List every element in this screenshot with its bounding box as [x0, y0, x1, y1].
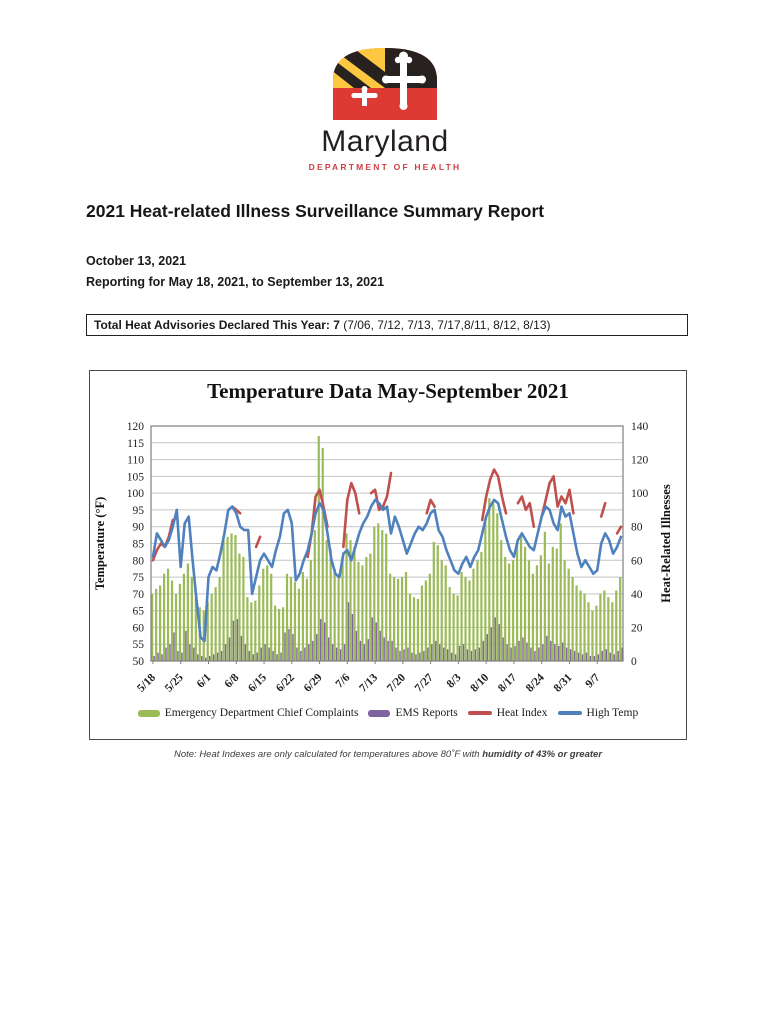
legend-item-heat-index: Heat Index [467, 707, 548, 719]
ed-complaints-swatch-icon [137, 709, 160, 717]
svg-text:7/13: 7/13 [357, 671, 380, 694]
ed-complaints-bars [151, 436, 622, 661]
legend-label-high-temp: High Temp [586, 707, 639, 719]
chart-frame: Temperature Data May-September 2021 50 55… [89, 370, 687, 740]
svg-text:6/22: 6/22 [274, 671, 297, 694]
svg-text:115: 115 [127, 438, 144, 450]
svg-text:6/8: 6/8 [223, 671, 242, 690]
svg-text:65: 65 [133, 606, 145, 618]
right-axis-title: Heat-Related Illnesses [659, 484, 673, 603]
legend-label-heat-index: Heat Index [496, 707, 548, 719]
svg-text:7/6: 7/6 [334, 671, 353, 690]
svg-text:7/27: 7/27 [413, 671, 436, 694]
svg-text:120: 120 [631, 455, 649, 467]
svg-text:85: 85 [133, 539, 145, 551]
svg-text:80: 80 [133, 555, 145, 567]
note-bold: humidity of 43% or greater [482, 749, 603, 760]
svg-text:95: 95 [133, 505, 145, 517]
svg-text:140: 140 [631, 421, 649, 433]
right-axis-tick-labels: 0 20 40 60 80 100 120 140 [631, 421, 649, 668]
high-temp-swatch-icon [557, 711, 582, 715]
svg-text:5/18: 5/18 [135, 671, 158, 694]
note-prefix: Note: Heat Indexes are only calculated f… [173, 749, 483, 760]
svg-text:100: 100 [631, 488, 649, 500]
svg-text:55: 55 [133, 639, 145, 651]
chart-title: Temperature Data May-September 2021 [207, 379, 569, 403]
svg-text:105: 105 [127, 471, 145, 483]
svg-text:75: 75 [133, 572, 145, 584]
left-axis-tick-labels: 50 55 60 65 70 75 80 85 90 95 100 105 110 115 120 [127, 421, 145, 668]
svg-text:70: 70 [133, 589, 145, 601]
heat-advisories-box: Total Heat Advisories Declared This Year… [86, 314, 688, 336]
ems-reports-bars [153, 602, 623, 661]
svg-text:60: 60 [631, 555, 643, 567]
svg-text:110: 110 [127, 455, 144, 467]
heat-index-swatch-icon [467, 711, 492, 715]
chart-svg: 50 55 60 65 70 75 80 85 90 95 100 105 110 115 120 0 20 40… [93, 421, 673, 695]
svg-text:100: 100 [127, 488, 145, 500]
legend-item-high-temp: High Temp [557, 707, 639, 719]
legend-label-ed-complaints: Emergency Department Chief Complaints [164, 707, 359, 719]
maryland-flag-icon [333, 48, 437, 120]
logo-state-name: Maryland [321, 125, 449, 158]
svg-text:5/25: 5/25 [163, 671, 186, 694]
svg-text:20: 20 [631, 622, 643, 634]
x-axis-tick-labels: 5/18 5/25 6/1 6/8 6/15 6/22 6/29 7/6 7/13 7/20 7/2… [135, 661, 602, 695]
svg-text:0: 0 [631, 656, 637, 668]
svg-text:7/20: 7/20 [385, 671, 408, 694]
svg-text:6/29: 6/29 [302, 671, 325, 694]
high-temp-line [151, 498, 623, 643]
advisories-dates: (7/06, 7/12, 7/13, 7/17,8/11, 8/12, 8/13… [339, 318, 551, 332]
svg-text:8/10: 8/10 [468, 671, 491, 694]
svg-text:50: 50 [133, 656, 145, 668]
svg-text:6/15: 6/15 [246, 671, 269, 694]
chart-note: Note: Heat Indexes are only calculated f… [89, 749, 687, 760]
svg-text:9/7: 9/7 [583, 671, 602, 690]
svg-text:8/24: 8/24 [524, 671, 547, 694]
svg-text:120: 120 [127, 421, 145, 433]
chart-legend: Emergency Department Chief Complaints EM… [90, 707, 686, 719]
reporting-period: Reporting for May 18, 2021, to September… [86, 275, 385, 289]
report-date: October 13, 2021 [86, 254, 187, 268]
svg-text:60: 60 [133, 622, 145, 634]
svg-text:8/3: 8/3 [445, 671, 464, 690]
svg-text:90: 90 [133, 522, 145, 534]
report-title: 2021 Heat-related Illness Surveillance S… [86, 201, 545, 221]
left-axis-title: Temperature (°F) [93, 497, 107, 591]
legend-label-ems-reports: EMS Reports [395, 707, 458, 719]
svg-text:8/31: 8/31 [552, 671, 575, 694]
svg-text:6/1: 6/1 [195, 671, 214, 690]
advisories-count-label: Total Heat Advisories Declared This Year… [94, 318, 340, 332]
maryland-logo: Maryland DEPARTMENT OF HEALTH [0, 44, 770, 172]
ems-reports-swatch-icon [368, 709, 391, 717]
svg-text:40: 40 [631, 589, 643, 601]
legend-item-ed-complaints: Emergency Department Chief Complaints [137, 707, 359, 719]
svg-text:80: 80 [631, 522, 643, 534]
svg-text:8/17: 8/17 [496, 671, 519, 694]
logo-department-name: DEPARTMENT OF HEALTH [308, 162, 462, 172]
legend-item-ems-reports: EMS Reports [368, 707, 458, 719]
